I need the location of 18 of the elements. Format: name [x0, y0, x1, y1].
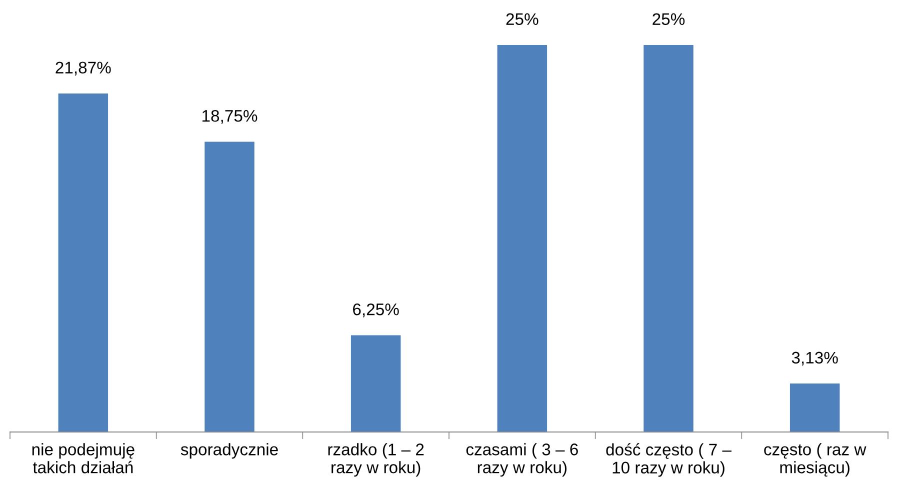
data-label: 18,75%	[202, 110, 258, 124]
x-tick-label: dość często ( 7 – 10 razy w roku)	[606, 443, 732, 477]
data-label: 6,25%	[353, 303, 399, 318]
x-tick-label: rzadko (1 – 2 razy w roku)	[328, 443, 424, 477]
x-tick-label: sporadycznie	[180, 443, 278, 459]
bar	[790, 384, 840, 432]
bar	[644, 45, 694, 432]
x-tick-label: często ( raz w miesiącu)	[764, 443, 866, 477]
data-label: 25%	[652, 13, 685, 26]
x-tick-label: nie podejmuję takich działań	[32, 443, 134, 474]
data-label: 21,87%	[56, 62, 111, 76]
bar	[204, 142, 254, 432]
x-tick-label: czasami ( 3 – 6 razy w roku)	[466, 443, 578, 477]
data-label: 25%	[506, 13, 538, 26]
bar	[350, 335, 401, 432]
data-label: 3,13%	[792, 352, 838, 366]
bar	[497, 45, 548, 432]
bar	[58, 93, 108, 432]
